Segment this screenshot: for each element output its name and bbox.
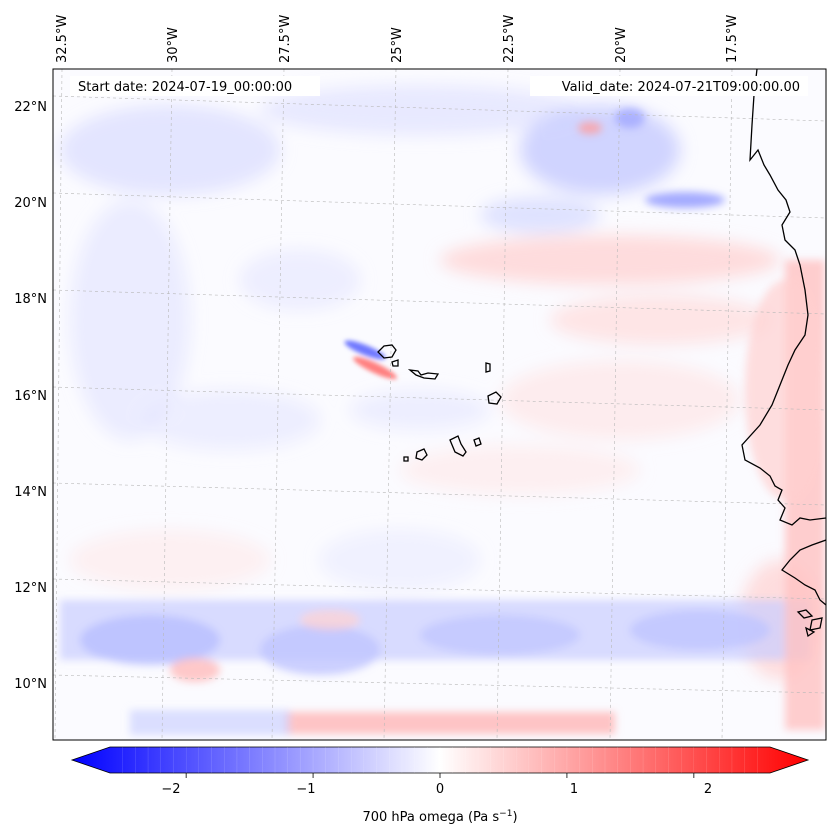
colorbar: −2 −1 0 1 2 700 hPa omega (Pa s−1) <box>70 746 810 825</box>
latitude-labels: 22°N 20°N 18°N 16°N 14°N 12°N 10°N <box>14 100 47 692</box>
colorbar-tick-label: −1 <box>296 782 315 797</box>
africa-coastline <box>741 69 826 526</box>
sal <box>485 362 491 373</box>
colorbar-title: 700 hPa omega (Pa s−1) <box>362 809 517 825</box>
map-frame <box>52 68 827 741</box>
sao-nicolau <box>407 369 440 380</box>
valid-date-box <box>530 76 808 96</box>
colorbar-tick-label: 2 <box>704 782 712 797</box>
santo-antao <box>377 344 397 359</box>
lon-label: 30°W <box>166 27 181 63</box>
lon-label: 17.5°W <box>725 15 740 63</box>
lon-label: 32.5°W <box>55 15 70 63</box>
colorbar-bar <box>70 746 810 774</box>
lat-label: 14°N <box>14 485 47 500</box>
lat-label: 20°N <box>14 196 47 211</box>
colorbar-tick-label: −2 <box>161 782 180 797</box>
boa-vista <box>487 391 502 405</box>
valid-date-label: Valid_date: 2024-07-21T09:00:00.00 <box>562 80 800 95</box>
fogo <box>415 448 428 461</box>
lat-label: 16°N <box>14 389 47 404</box>
lon-label: 22.5°W <box>502 15 517 63</box>
lat-label: 18°N <box>14 292 47 307</box>
coastline <box>377 69 826 638</box>
colorbar-tick-label: 0 <box>436 782 444 797</box>
graticule <box>53 69 826 740</box>
sao-vicente <box>391 359 399 367</box>
longitude-labels: 32.5°W 30°W 27.5°W 25°W 22.5°W 20°W 17.5… <box>55 15 740 63</box>
lat-label: 22°N <box>14 100 47 115</box>
colorbar-tick-label: 1 <box>570 782 578 797</box>
bissagos-islands <box>796 609 823 638</box>
santiago <box>449 435 467 457</box>
colorbar-ticks <box>122 747 758 778</box>
start-date-box <box>70 76 320 96</box>
lon-label: 25°W <box>390 27 405 63</box>
maio <box>473 437 482 447</box>
brava <box>403 456 409 462</box>
lat-label: 12°N <box>14 581 47 596</box>
lon-label: 20°W <box>614 27 629 63</box>
lat-label: 10°N <box>14 677 47 692</box>
gambia-guinea-coast <box>781 539 826 606</box>
start-date-label: Start date: 2024-07-19_00:00:00 <box>78 80 292 95</box>
omega-field <box>53 69 826 740</box>
lon-label: 27.5°W <box>278 15 293 63</box>
